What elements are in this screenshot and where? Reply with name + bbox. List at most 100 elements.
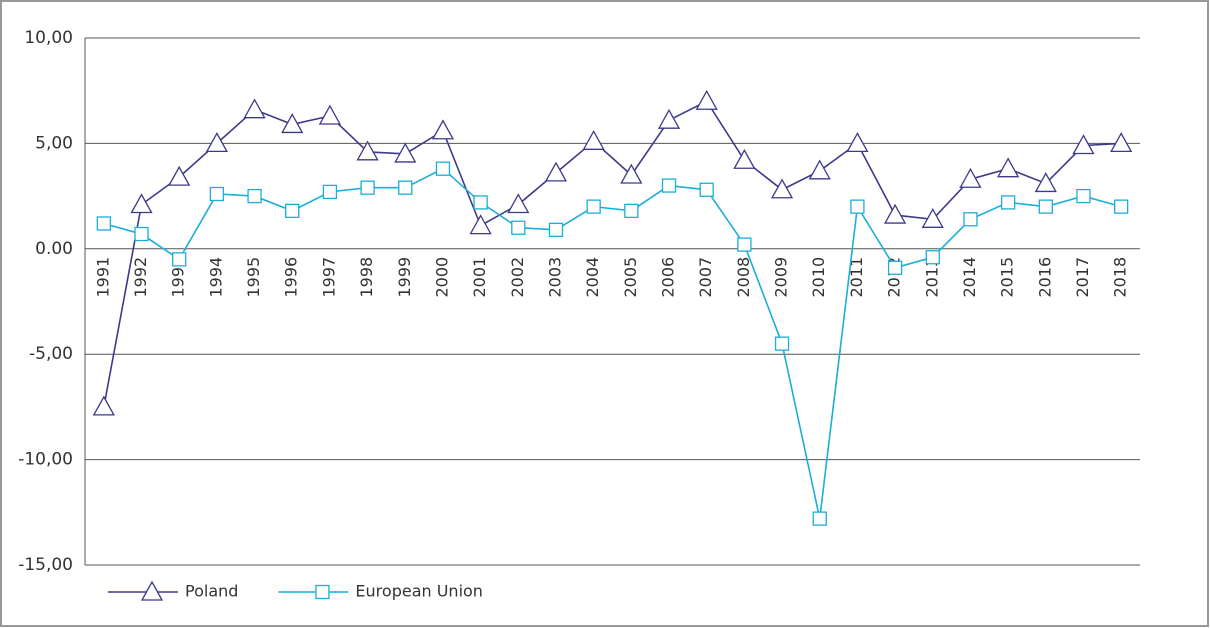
marker: [770, 178, 794, 199]
y-tick-label: 5,00: [35, 133, 73, 153]
marker: [963, 212, 978, 227]
marker: [168, 165, 191, 186]
marker: [96, 216, 111, 231]
marker: [435, 161, 451, 176]
marker: [548, 222, 564, 237]
y-tick-label: -15,00: [18, 555, 73, 575]
marker: [887, 260, 903, 275]
marker: [582, 129, 605, 150]
marker: [134, 226, 149, 242]
x-tick-label: 1997: [319, 257, 338, 298]
marker: [398, 180, 413, 195]
x-tick-label: 2016: [1035, 257, 1054, 298]
marker: [469, 214, 492, 235]
marker: [695, 89, 718, 110]
series-line: [103, 100, 1122, 408]
x-tick-label: 2003: [545, 257, 564, 298]
marker: [205, 132, 228, 153]
legend-label: European Union: [355, 582, 483, 601]
marker: [511, 220, 526, 235]
x-tick-label: 2018: [1111, 257, 1130, 298]
marker: [774, 336, 790, 351]
x-tick-label: 2005: [621, 257, 640, 298]
marker: [360, 180, 375, 195]
legend-item: European Union: [278, 582, 483, 601]
series-line: [103, 167, 1122, 519]
marker: [1000, 195, 1016, 210]
marker: [586, 199, 601, 214]
marker: [699, 182, 714, 197]
y-tick-label: 10,00: [24, 28, 73, 48]
marker: [850, 199, 865, 214]
legend-item: Poland: [108, 580, 238, 601]
x-tick-label: 1996: [282, 257, 301, 298]
legend-marker: [140, 580, 164, 601]
marker: [925, 250, 940, 265]
marker: [657, 108, 681, 129]
marker: [1038, 199, 1053, 214]
marker: [285, 203, 300, 219]
x-tick-label: 1995: [244, 257, 263, 298]
marker: [1072, 134, 1095, 155]
x-tick-label: 2010: [809, 257, 828, 298]
marker: [544, 161, 568, 182]
marker: [507, 193, 530, 214]
marker: [620, 163, 643, 184]
marker: [356, 140, 379, 161]
marker: [624, 203, 639, 219]
marker: [318, 104, 342, 125]
marker: [130, 193, 153, 214]
x-tick-label: 2008: [734, 257, 753, 298]
marker: [812, 511, 827, 526]
x-tick-label: 1993: [169, 257, 188, 298]
x-tick-label: 2017: [1073, 257, 1092, 298]
x-tick-label: 2007: [696, 257, 715, 298]
marker: [1034, 172, 1057, 193]
marker: [737, 237, 752, 252]
x-tick-label: 2011: [847, 257, 866, 298]
x-tick-label: 2014: [960, 257, 979, 298]
x-tick-label: 2006: [659, 257, 678, 298]
marker: [243, 98, 266, 119]
marker: [92, 395, 115, 416]
x-tick-label: 2009: [772, 257, 791, 298]
x-tick-label: 1992: [131, 257, 150, 298]
marker: [473, 195, 488, 210]
marker: [921, 207, 944, 228]
x-tick-label: 1998: [357, 257, 376, 298]
marker: [959, 167, 982, 188]
legend-marker: [315, 584, 330, 600]
marker: [997, 157, 1020, 178]
x-tick-label: 1999: [395, 257, 414, 298]
x-tick-label: 2001: [470, 257, 489, 298]
marker: [209, 186, 225, 202]
x-tick-label: 1991: [93, 257, 112, 298]
marker: [322, 184, 338, 200]
x-tick-label: 2013: [922, 257, 941, 298]
y-tick-label: -10,00: [18, 450, 73, 470]
marker: [431, 119, 455, 140]
marker: [1110, 132, 1133, 153]
x-tick-label: 2015: [998, 257, 1017, 298]
x-tick-label: 2004: [583, 257, 602, 298]
marker: [172, 252, 187, 267]
marker: [1076, 188, 1091, 204]
x-tick-label: 2000: [432, 257, 451, 298]
marker: [661, 178, 677, 193]
marker: [733, 148, 756, 169]
marker: [846, 132, 869, 153]
y-tick-label: -5,00: [29, 344, 73, 364]
x-tick-label: 1994: [206, 257, 225, 298]
marker: [281, 113, 304, 134]
x-tick-label: 2002: [508, 257, 527, 298]
marker: [247, 188, 262, 204]
legend-label: Poland: [185, 582, 238, 601]
y-tick-label: 0.00: [35, 239, 73, 259]
marker: [394, 142, 417, 163]
marker: [883, 203, 907, 224]
marker: [1114, 199, 1129, 214]
marker: [808, 159, 831, 180]
